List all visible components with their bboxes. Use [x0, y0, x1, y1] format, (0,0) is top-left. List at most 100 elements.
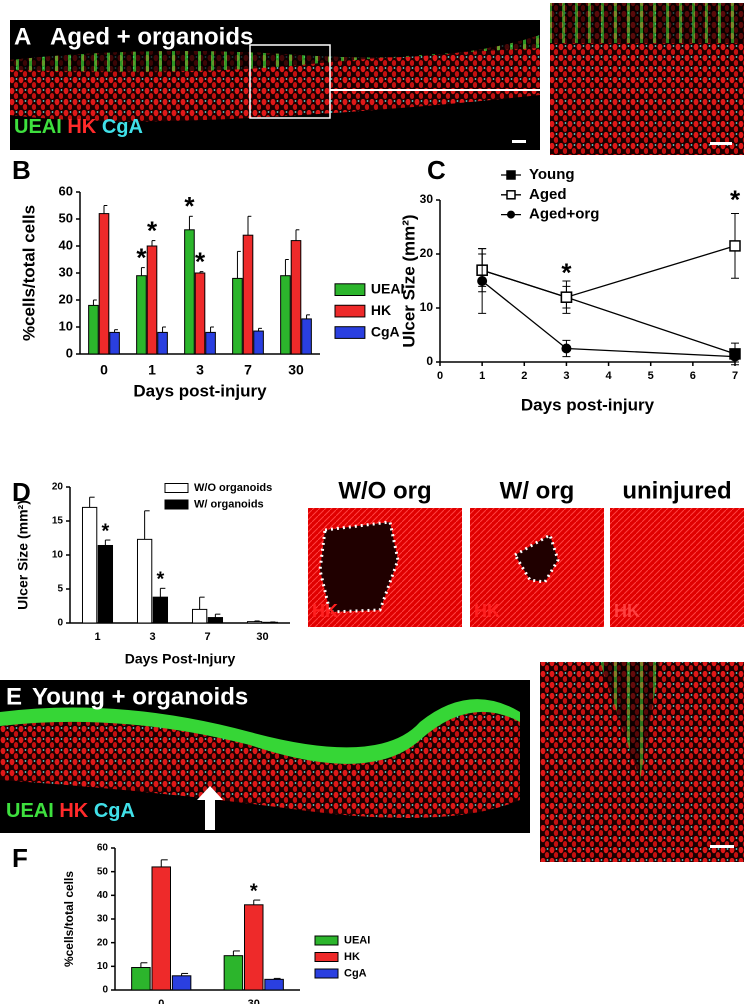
y-tick-label: 10 [52, 550, 64, 561]
stain-legend: UEAI HK CgA [14, 116, 143, 138]
y-tick-label: 0 [57, 618, 63, 629]
significance: * [101, 520, 109, 542]
bar [109, 331, 120, 355]
panel-letter: B [12, 155, 31, 185]
legend-marker [506, 190, 516, 200]
panel-letter: A [14, 23, 31, 50]
bar [131, 967, 151, 991]
x-tick-label: 30 [248, 998, 260, 1004]
bar [207, 617, 224, 624]
y-tick-label: 20 [52, 482, 64, 493]
legend-swatch [164, 499, 189, 510]
legend-label: HK [344, 951, 360, 963]
bar [184, 229, 195, 355]
panel-letter: F [12, 843, 28, 873]
x-tick-label: 6 [690, 370, 696, 382]
bar [171, 975, 192, 991]
marker [477, 276, 488, 286]
bar [136, 275, 147, 355]
legend-swatch [314, 968, 339, 979]
stain: HK [59, 800, 88, 822]
y-tick-label: 0 [102, 985, 108, 996]
x-tick-label: 7 [244, 362, 252, 378]
y-tick-label: 20 [420, 246, 434, 260]
x-axis-label: Days post-injury [133, 381, 267, 400]
panel-letter: E [6, 683, 22, 710]
significance: * [250, 880, 258, 902]
bar [97, 544, 114, 624]
marker [561, 343, 572, 354]
significance: * [184, 191, 195, 221]
bar [246, 621, 263, 624]
stain: UEAI [14, 116, 62, 138]
y-tick-label: 10 [59, 318, 73, 333]
significance: * [730, 184, 741, 214]
panel-letter: C [427, 155, 446, 185]
y-axis-label: %cells/total cells [62, 871, 76, 967]
bar [151, 866, 171, 991]
legend-label: Aged [529, 186, 567, 203]
x-tick-label: 7 [732, 370, 738, 382]
panel-letter: D [12, 477, 31, 507]
bar [242, 234, 254, 355]
x-tick-label: 7 [204, 631, 210, 643]
legend-label: Aged+org [529, 206, 599, 223]
stain: CgA [102, 116, 143, 138]
legend-marker [506, 170, 516, 180]
significance: * [561, 257, 572, 287]
y-tick-label: 10 [420, 300, 434, 314]
legend-label: W/ organoids [194, 498, 264, 510]
inset-a [550, 3, 744, 155]
y-tick-label: 5 [57, 584, 63, 595]
stain: HK [67, 116, 96, 138]
micrograph-a: A Aged + organoids UEAI HK CgA [10, 20, 588, 150]
y-tick-label: 30 [59, 264, 73, 279]
x-tick-label: 0 [158, 998, 164, 1004]
marker [560, 291, 573, 303]
y-tick-label: 15 [52, 516, 64, 527]
stain: HK [474, 601, 500, 621]
y-tick-label: 40 [97, 890, 109, 901]
y-axis-label: Ulcer Size (mm²) [15, 500, 31, 610]
bar [232, 277, 243, 355]
y-axis-label: Ulcer Size (mm²) [399, 214, 418, 347]
bar [98, 213, 110, 355]
y-tick-label: 10 [97, 961, 109, 972]
bar [191, 608, 208, 624]
bar [264, 978, 284, 991]
marker [729, 240, 741, 252]
legend-label: Young [529, 166, 575, 183]
image-title: W/ org [500, 477, 575, 504]
bar [157, 331, 168, 355]
bar [205, 331, 216, 355]
y-tick-label: 40 [59, 237, 73, 252]
stain: HK [312, 601, 338, 621]
legend-swatch [334, 304, 366, 318]
stain: UEAI [6, 800, 54, 822]
x-tick-label: 3 [149, 631, 155, 643]
significance: * [156, 569, 164, 591]
x-tick-label: 1 [479, 370, 485, 382]
image-title: W/O org [338, 477, 431, 504]
bar [88, 304, 99, 355]
significance: * [136, 242, 147, 272]
bar [136, 538, 153, 624]
legend-label: W/O organoids [194, 482, 272, 494]
stain-legend: UEAI HK CgA [6, 800, 135, 822]
x-tick-label: 0 [437, 370, 443, 382]
y-axis-label: %cells/total cells [19, 205, 38, 341]
legend-label: UEAI [344, 934, 370, 946]
legend-label: CgA [344, 967, 367, 979]
bar [194, 272, 206, 355]
y-tick-label: 0 [66, 345, 73, 360]
y-tick-label: 0 [426, 354, 433, 368]
legend-swatch [314, 952, 339, 962]
legend-label: CgA [371, 323, 400, 339]
x-tick-label: 1 [94, 631, 100, 643]
significance: * [147, 215, 158, 245]
bar [152, 596, 169, 624]
legend-swatch [164, 483, 189, 493]
marker [730, 351, 740, 362]
x-tick-label: 3 [563, 370, 569, 382]
